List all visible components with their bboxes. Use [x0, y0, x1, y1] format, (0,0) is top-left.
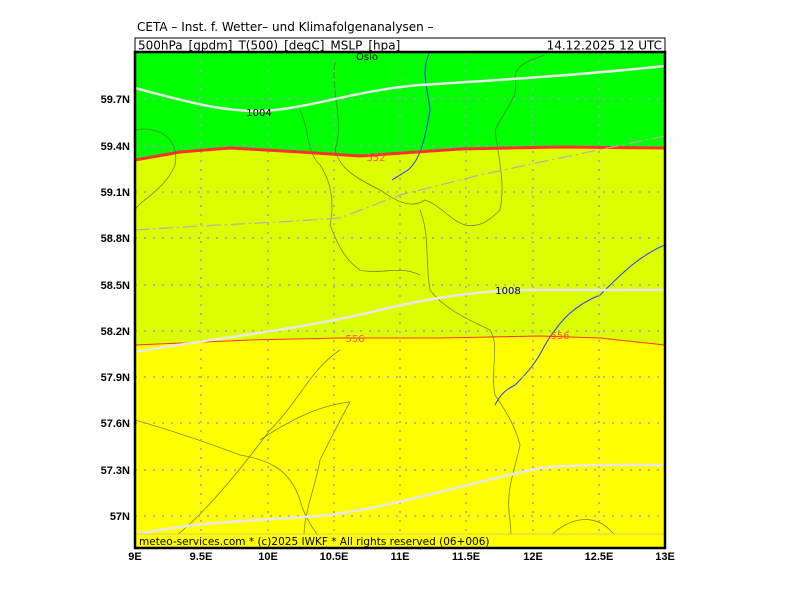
isobars [135, 64, 665, 537]
plot-frame [133, 50, 667, 550]
lat-tick: 57N [110, 511, 130, 523]
border-line [391, 52, 431, 181]
valid-time: 14.12.2025 12 UTC [547, 39, 662, 53]
temperature-contour [135, 135, 665, 231]
lon-tick: 11.5E [452, 551, 480, 563]
lon-tick: 10E [258, 551, 278, 563]
lat-tick: 59.1N [101, 187, 130, 199]
lat-tick: 57.6N [101, 418, 130, 430]
lon-tick: 11E [391, 551, 410, 563]
geopotential-556-contour [135, 335, 665, 346]
border-line [494, 244, 665, 406]
map-title: CETA – Inst. f. Wetter– und Klimafolgena… [137, 20, 434, 34]
coastlines [135, 54, 626, 548]
city-label-oslo: Oslo [356, 52, 378, 63]
isobar-label: 1004 [246, 108, 271, 119]
field-description: 500hPa_[gpdm]_T(500)_[degC]_MSLP_[hpa] [138, 39, 400, 53]
lat-tick: 58.5N [101, 280, 130, 292]
lon-tick: 10.5E [320, 551, 349, 563]
isobar-label: 1008 [495, 286, 520, 297]
geopotential-label: 556 [550, 331, 569, 342]
lat-tick: 57.3N [101, 465, 130, 477]
lat-tick: 59.7N [101, 94, 130, 106]
geopotential-label: 556 [345, 334, 364, 345]
latitude-axis: 59.7N 59.4N 59.1N 58.8N 58.5N 58.2N 57.9… [101, 94, 130, 523]
plot-area: Oslo 1004 1008 552 556 556 meteo-service… [133, 50, 667, 550]
lat-tick: 57.9N [101, 372, 130, 384]
geopotential-552-contour [135, 145, 665, 162]
lat-tick: 58.2N [101, 326, 130, 338]
lon-tick: 9.5E [190, 551, 213, 563]
copyright-bar [135, 533, 665, 548]
grid [135, 52, 665, 548]
copyright-text: meteo-services.com * (c)2025 IWKF * All … [139, 536, 490, 548]
lat-tick: 58.8N [101, 233, 130, 245]
longitude-axis: 9E 9.5E 10E 10.5E 11E 11.5E 12E 12.5E 13… [128, 551, 675, 563]
lon-tick: 9E [128, 551, 141, 563]
lat-tick: 59.4N [101, 141, 130, 153]
geopotential-label: 552 [366, 153, 385, 164]
lon-tick: 12E [523, 551, 543, 563]
lon-tick: 13E [655, 551, 675, 563]
lon-tick: 12.5E [585, 551, 614, 563]
